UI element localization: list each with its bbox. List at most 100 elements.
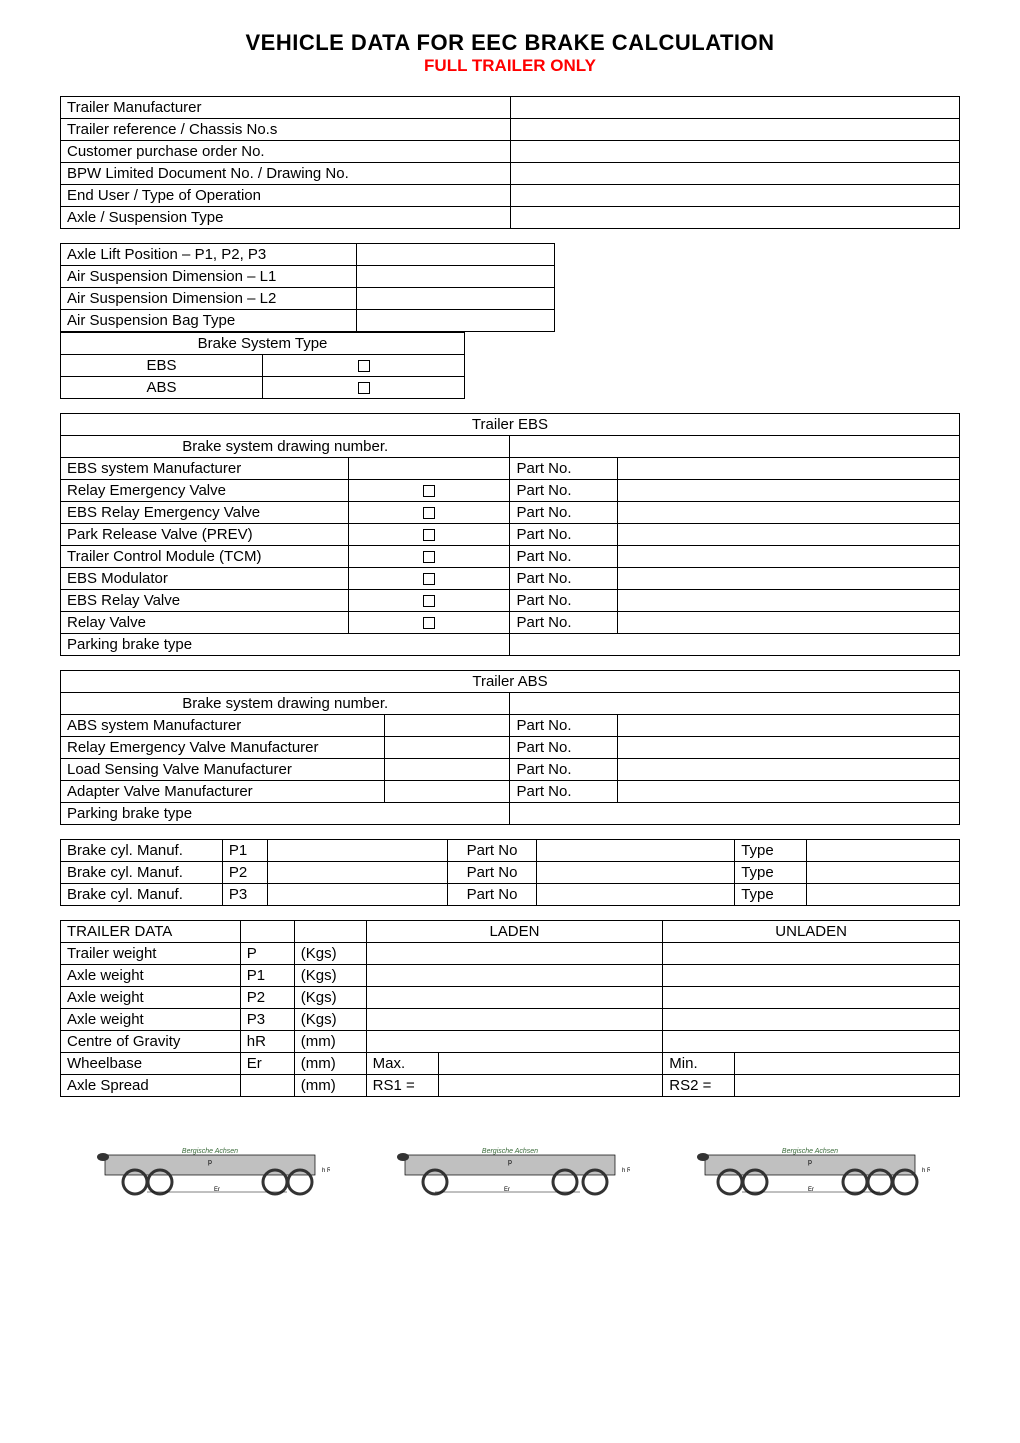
brake-cyl-partno-value[interactable] — [537, 862, 735, 884]
abs-partno-value[interactable] — [618, 715, 960, 737]
ebs-partno-value[interactable] — [618, 612, 960, 634]
svg-text:Er: Er — [808, 1187, 814, 1193]
ebs-partno-value[interactable] — [618, 568, 960, 590]
header-info-value[interactable] — [510, 185, 960, 207]
abs-partno-value[interactable] — [618, 759, 960, 781]
trailer-data-unladen-value[interactable] — [663, 987, 960, 1009]
trailer-diagram-3: Bergische Achsen p Er h R — [690, 1137, 930, 1197]
abs-row-blank[interactable] — [384, 781, 510, 803]
axle-lift-value[interactable] — [357, 266, 555, 288]
trailer-diagram-1: Bergische Achsen p Er h R — [90, 1137, 330, 1197]
ebs-partno-value[interactable] — [618, 590, 960, 612]
trailer-data-unladen-value[interactable] — [663, 1009, 960, 1031]
ebs-drawing-label: Brake system drawing number. — [61, 436, 510, 458]
axle-lift-label: Air Suspension Bag Type — [61, 310, 357, 332]
ebs-row-checkbox[interactable] — [348, 502, 510, 524]
trailer-abs-table: Trailer ABS Brake system drawing number.… — [60, 670, 960, 825]
ebs-parking-label: Parking brake type — [61, 634, 510, 656]
brake-cyl-manuf-value[interactable] — [267, 884, 447, 906]
abs-row-blank[interactable] — [384, 759, 510, 781]
ebs-partno-label: Part No. — [510, 612, 618, 634]
ebs-partno-value[interactable] — [618, 546, 960, 568]
axle-lift-value[interactable] — [357, 244, 555, 266]
trailer-data-unladen-value[interactable] — [663, 1031, 960, 1053]
ebs-partno-label: Part No. — [510, 502, 618, 524]
trailer-ebs-table: Trailer EBS Brake system drawing number.… — [60, 413, 960, 656]
abs-row-label: ABS system Manufacturer — [61, 715, 385, 737]
svg-text:Bergische Achsen: Bergische Achsen — [782, 1148, 838, 1155]
ebs-row-checkbox[interactable] — [348, 612, 510, 634]
ebs-row-checkbox[interactable] — [348, 568, 510, 590]
brake-system-option-checkbox[interactable] — [263, 377, 465, 399]
brake-cyl-table: Brake cyl. Manuf. P1 Part No Type Brake … — [60, 839, 960, 906]
header-info-value[interactable] — [510, 119, 960, 141]
axlespread-rs2-value[interactable] — [735, 1075, 960, 1097]
brake-cyl-partno-label: Part No — [447, 862, 537, 884]
ebs-partno-value[interactable] — [618, 458, 960, 480]
ebs-parking-value[interactable] — [510, 634, 960, 656]
trailer-data-unladen-value[interactable] — [663, 965, 960, 987]
header-info-value[interactable] — [510, 97, 960, 119]
trailer-data-row-unit: (mm) — [294, 1031, 366, 1053]
axle-lift-table: Axle Lift Position – P1, P2, P3 Air Suspe… — [60, 243, 555, 332]
abs-row-blank[interactable] — [384, 715, 510, 737]
brake-system-option-label: EBS — [61, 355, 263, 377]
header-info-value[interactable] — [510, 207, 960, 229]
ebs-partno-value[interactable] — [618, 524, 960, 546]
brake-cyl-type-value[interactable] — [807, 862, 960, 884]
abs-partno-label: Part No. — [510, 759, 618, 781]
svg-text:h R: h R — [322, 1168, 330, 1174]
abs-row-label: Relay Emergency Valve Manufacturer — [61, 737, 385, 759]
header-info-value[interactable] — [510, 163, 960, 185]
brake-cyl-partno-value[interactable] — [537, 884, 735, 906]
axlespread-rs1-value[interactable] — [438, 1075, 663, 1097]
ebs-row-checkbox[interactable] — [348, 524, 510, 546]
unladen-header: UNLADEN — [663, 921, 960, 943]
brake-cyl-pos: P2 — [222, 862, 267, 884]
axlespread-rs2-label: RS2 = — [663, 1075, 735, 1097]
svg-text:h R: h R — [922, 1168, 930, 1174]
axle-lift-label: Axle Lift Position – P1, P2, P3 — [61, 244, 357, 266]
trailer-data-row-label: Axle weight — [61, 987, 241, 1009]
brake-cyl-manuf-value[interactable] — [267, 840, 447, 862]
ebs-partno-value[interactable] — [618, 502, 960, 524]
abs-drawing-value[interactable] — [510, 693, 960, 715]
trailer-data-laden-value[interactable] — [366, 1009, 663, 1031]
abs-partno-value[interactable] — [618, 781, 960, 803]
ebs-row-label: EBS Relay Valve — [61, 590, 349, 612]
trailer-abs-title: Trailer ABS — [61, 671, 960, 693]
brake-cyl-type-value[interactable] — [807, 884, 960, 906]
header-info-label: Trailer Manufacturer — [61, 97, 511, 119]
trailer-data-laden-value[interactable] — [366, 987, 663, 1009]
abs-parking-value[interactable] — [510, 803, 960, 825]
abs-partno-value[interactable] — [618, 737, 960, 759]
axle-lift-label: Air Suspension Dimension – L2 — [61, 288, 357, 310]
wheelbase-label: Wheelbase — [61, 1053, 241, 1075]
trailer-data-unladen-value[interactable] — [663, 943, 960, 965]
svg-text:p: p — [208, 1159, 212, 1166]
ebs-drawing-value[interactable] — [510, 436, 960, 458]
ebs-partno-value[interactable] — [618, 480, 960, 502]
ebs-row-checkbox[interactable] — [348, 546, 510, 568]
abs-row-blank[interactable] — [384, 737, 510, 759]
brake-system-option-checkbox[interactable] — [263, 355, 465, 377]
axle-lift-value[interactable] — [357, 288, 555, 310]
header-info-label: End User / Type of Operation — [61, 185, 511, 207]
brake-cyl-manuf-value[interactable] — [267, 862, 447, 884]
axle-lift-value[interactable] — [357, 310, 555, 332]
brake-cyl-pos: P1 — [222, 840, 267, 862]
brake-cyl-label: Brake cyl. Manuf. — [61, 884, 223, 906]
header-info-value[interactable] — [510, 141, 960, 163]
ebs-row-checkbox[interactable] — [348, 480, 510, 502]
axlespread-label: Axle Spread — [61, 1075, 241, 1097]
brake-cyl-type-value[interactable] — [807, 840, 960, 862]
trailer-data-laden-value[interactable] — [366, 943, 663, 965]
ebs-row-label: EBS Modulator — [61, 568, 349, 590]
wheelbase-max-value[interactable] — [438, 1053, 663, 1075]
trailer-data-laden-value[interactable] — [366, 965, 663, 987]
ebs-row-checkbox[interactable] — [348, 590, 510, 612]
trailer-data-laden-value[interactable] — [366, 1031, 663, 1053]
header-info-label: Axle / Suspension Type — [61, 207, 511, 229]
wheelbase-min-value[interactable] — [735, 1053, 960, 1075]
brake-cyl-partno-value[interactable] — [537, 840, 735, 862]
